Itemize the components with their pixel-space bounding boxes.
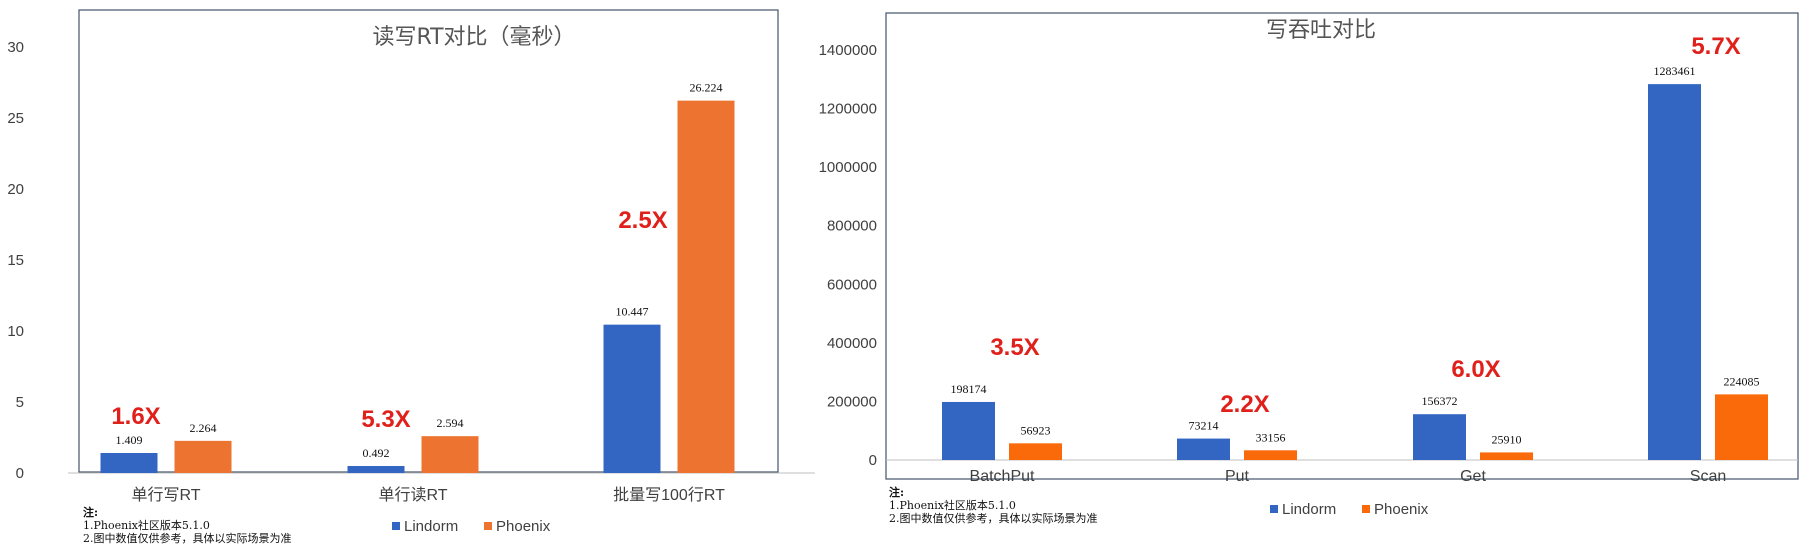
chart-0-bar-phoenix <box>174 440 232 473</box>
chart-1-ratio-label: 3.5X <box>990 334 1039 361</box>
chart-1-bar-phoenix <box>1480 452 1533 460</box>
chart-0-legend-label: Phoenix <box>496 518 551 535</box>
chart-0-bar-lindorm <box>347 466 405 473</box>
chart-0-data-label: 2.594 <box>437 416 464 430</box>
chart-0-bar-phoenix <box>677 100 735 473</box>
chart-0-y-tick: 0 <box>16 465 24 482</box>
chart-1-ratio-label: 2.2X <box>1220 391 1269 418</box>
chart-1-y-tick: 0 <box>869 452 877 469</box>
chart-0-bar-phoenix <box>421 436 479 473</box>
chart-1-title: 写吞吐对比 <box>1266 18 1376 43</box>
chart-0-data-label: 2.264 <box>190 421 217 435</box>
chart-0-legend-swatch-phoenix <box>484 522 492 530</box>
chart-0-bar-lindorm <box>100 452 158 473</box>
chart-1-note: 1.Phoenix社区版本5.1.0 <box>889 498 1016 512</box>
chart-1-legend-label: Phoenix <box>1374 501 1429 518</box>
chart-1-category-label: Put <box>1225 468 1250 485</box>
chart-1-data-label: 73214 <box>1189 419 1219 433</box>
chart-0-data-label: 26.224 <box>690 81 723 95</box>
chart-1-bar-phoenix <box>1244 450 1297 460</box>
chart-1-note: 注: <box>889 485 904 499</box>
chart-1-data-label: 1283461 <box>1654 64 1696 78</box>
chart-0-category-label: 批量写100行RT <box>613 486 725 504</box>
chart-0-y-tick: 30 <box>7 39 24 56</box>
chart-0-y-tick: 20 <box>7 181 24 198</box>
chart-0-data-label: 0.492 <box>363 446 390 460</box>
chart-0-note: 1.Phoenix社区版本5.1.0 <box>83 518 210 532</box>
chart-1-data-label: 156372 <box>1422 394 1458 408</box>
chart-1-bar-phoenix <box>1715 394 1768 460</box>
chart-1-legend-swatch-phoenix <box>1362 505 1370 513</box>
chart-1-bar-lindorm <box>1413 414 1466 460</box>
chart-1-bar-lindorm <box>942 401 995 460</box>
chart-0-data-label: 10.447 <box>616 305 649 319</box>
chart-1-legend-label: Lindorm <box>1282 501 1336 518</box>
chart-0-category-label: 单行写RT <box>131 486 200 504</box>
chart-1-data-label: 224085 <box>1724 374 1760 388</box>
chart-0-title: 读写RT对比（毫秒） <box>372 25 575 50</box>
chart-1-data-label: 56923 <box>1021 423 1051 437</box>
chart-1-bar-lindorm <box>1648 84 1701 461</box>
chart-1-ratio-label: 5.7X <box>1691 33 1740 60</box>
chart-0-data-label: 1.409 <box>116 433 143 447</box>
chart-0-note: 注: <box>83 505 98 519</box>
chart-1-y-tick: 800000 <box>827 218 877 235</box>
chart-0-ratio-label: 1.6X <box>111 403 160 430</box>
chart-1-y-tick: 200000 <box>827 393 877 410</box>
chart-0-y-tick: 15 <box>7 252 24 269</box>
chart-0-note: 2.图中数值仅供参考，具体以实际场景为准 <box>83 531 292 545</box>
chart-1-data-label: 25910 <box>1492 432 1522 446</box>
chart-0-y-tick: 10 <box>7 323 24 340</box>
chart-0-y-tick: 5 <box>16 394 24 411</box>
chart-1-bar-lindorm <box>1177 438 1230 460</box>
chart-1-category-label: Get <box>1460 468 1486 485</box>
chart-1-y-tick: 1400000 <box>819 42 877 59</box>
chart-1-y-tick: 400000 <box>827 335 877 352</box>
chart-0-category-label: 单行读RT <box>378 486 447 504</box>
chart-1-note: 2.图中数值仅供参考，具体以实际场景为准 <box>889 511 1098 525</box>
chart-1-category-label: Scan <box>1690 468 1726 485</box>
chart-1-legend-swatch-lindorm <box>1270 505 1278 513</box>
chart-0-bar-lindorm <box>603 324 661 473</box>
chart-1-y-tick: 1000000 <box>819 159 877 176</box>
chart-0-ratio-label: 2.5X <box>618 207 667 234</box>
chart-0-legend-label: Lindorm <box>404 518 458 535</box>
chart-1-data-label: 198174 <box>951 382 987 396</box>
chart-0-y-tick: 25 <box>7 110 24 127</box>
chart-1-frame <box>885 12 1799 480</box>
chart-1-ratio-label: 6.0X <box>1451 356 1500 383</box>
chart-0-frame <box>78 9 779 473</box>
chart-0-ratio-label: 5.3X <box>361 406 410 433</box>
chart-1-category-label: BatchPut <box>970 468 1035 485</box>
chart-1-data-label: 33156 <box>1256 430 1286 444</box>
chart-1-y-tick: 600000 <box>827 276 877 293</box>
chart-1-bar-phoenix <box>1009 443 1062 460</box>
chart-1-y-tick: 1200000 <box>819 101 877 118</box>
chart-0-legend-swatch-lindorm <box>392 522 400 530</box>
